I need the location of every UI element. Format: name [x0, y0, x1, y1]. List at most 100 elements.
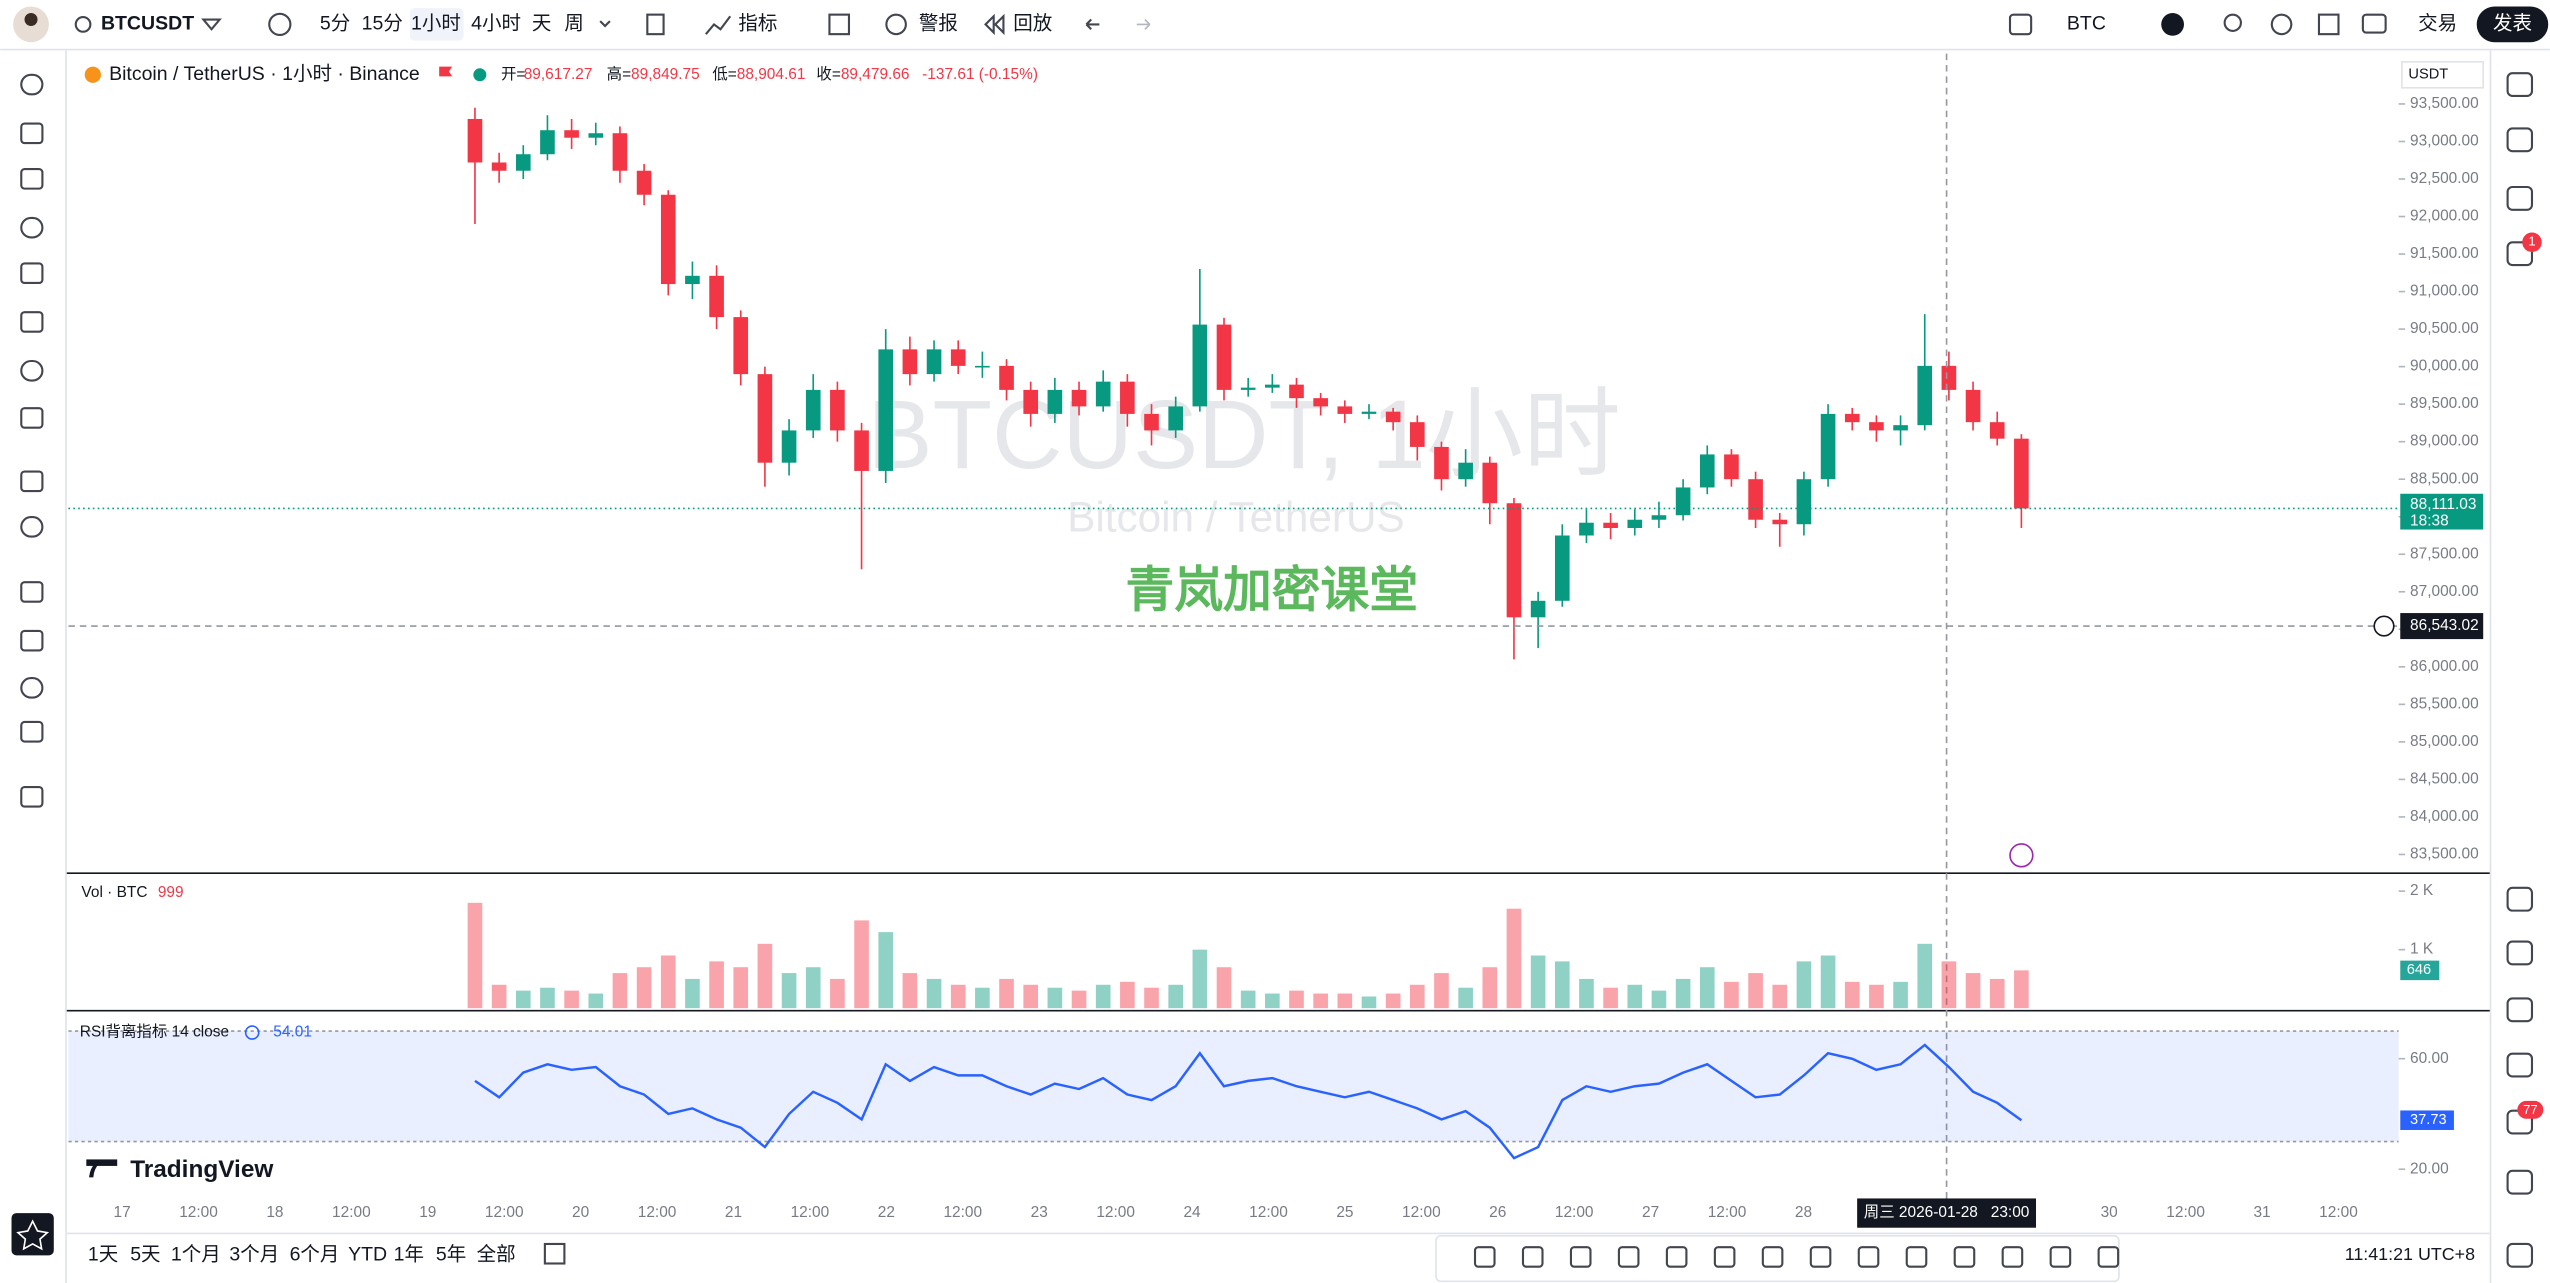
draw-tool[interactable] — [1665, 1246, 1688, 1268]
left-tool[interactable] — [20, 785, 44, 808]
date-range-icon[interactable] — [543, 1242, 566, 1265]
left-tool[interactable] — [20, 516, 44, 538]
right-tool[interactable] — [2506, 1169, 2534, 1195]
draw-tool[interactable] — [1761, 1246, 1784, 1268]
replay-icon[interactable] — [984, 13, 1005, 36]
draw-tool[interactable] — [1569, 1246, 1592, 1268]
time-label: 20 — [572, 1204, 589, 1221]
draw-tool[interactable] — [1473, 1246, 1496, 1268]
left-tool[interactable] — [20, 470, 44, 493]
left-tool[interactable] — [20, 168, 44, 190]
fullscreen-box[interactable] — [2008, 13, 2033, 36]
crosshair-add[interactable] — [2373, 615, 2395, 637]
symbol[interactable]: BTCUSDT — [101, 13, 194, 35]
settings-icon[interactable] — [2270, 13, 2293, 36]
right-tool[interactable] — [2506, 1242, 2534, 1268]
publish-button[interactable] — [2476, 6, 2549, 43]
interval[interactable]: 5分 — [320, 13, 350, 35]
interval[interactable]: 4小时 — [471, 13, 521, 35]
indicators[interactable]: 指标 — [738, 13, 777, 35]
range[interactable]: 3个月 — [229, 1244, 279, 1266]
left-tool[interactable] — [20, 122, 44, 145]
tool-icon[interactable] — [2223, 13, 2242, 32]
candle-body — [1120, 381, 1135, 414]
interval[interactable]: 1小时 — [411, 13, 461, 35]
right-tool[interactable] — [2506, 72, 2534, 97]
right-tool[interactable] — [2506, 886, 2534, 912]
right-tool[interactable] — [2506, 185, 2534, 211]
draw-tool[interactable] — [1713, 1246, 1736, 1268]
range[interactable]: 1天 — [88, 1244, 118, 1266]
left-tool[interactable] — [20, 677, 44, 699]
camera-icon[interactable] — [2361, 13, 2387, 34]
left-tool[interactable] — [20, 629, 44, 652]
symbol-menu[interactable] — [201, 18, 222, 31]
draw-tool[interactable] — [2001, 1246, 2024, 1268]
interval[interactable]: 15分 — [362, 13, 403, 35]
interval[interactable]: 周 — [564, 13, 584, 35]
left-tool[interactable] — [20, 262, 44, 284]
draw-tool[interactable] — [1809, 1246, 1832, 1268]
draw-tool[interactable] — [1953, 1246, 1976, 1268]
left-tool[interactable] — [20, 720, 44, 743]
range[interactable]: 1个月 — [171, 1244, 221, 1266]
currency-select[interactable] — [2401, 60, 2485, 89]
right-tool[interactable] — [2506, 1052, 2534, 1078]
chart-type-icon[interactable] — [646, 13, 665, 36]
favorites-button[interactable] — [11, 1213, 54, 1256]
left-tool[interactable] — [20, 73, 44, 96]
range[interactable]: 全部 — [477, 1244, 516, 1266]
broker-icon[interactable] — [2161, 13, 2184, 36]
rsi-band — [68, 1031, 2399, 1142]
draw-tool[interactable] — [2049, 1246, 2072, 1268]
draw-tool[interactable] — [1617, 1246, 1640, 1268]
alert-icon[interactable] — [885, 13, 907, 36]
left-tool[interactable] — [20, 581, 44, 603]
draw-tool[interactable] — [2097, 1246, 2120, 1268]
avatar-face — [24, 13, 38, 27]
candle-body — [1337, 406, 1353, 414]
trade[interactable]: 交易 — [2418, 13, 2457, 35]
range[interactable]: YTD — [348, 1244, 387, 1266]
right-tool[interactable] — [2506, 940, 2534, 966]
volume-bar — [950, 984, 966, 1009]
candle-body — [515, 154, 531, 171]
publish[interactable]: 发表 — [2493, 13, 2532, 35]
search-icon[interactable] — [74, 16, 92, 33]
draw-tool[interactable] — [1521, 1246, 1544, 1268]
draw-tool[interactable] — [1857, 1246, 1880, 1268]
indicator-icon[interactable] — [705, 15, 732, 35]
left-tool[interactable] — [20, 359, 44, 382]
interval-menu[interactable] — [599, 20, 611, 28]
right-tool[interactable] — [2506, 241, 2534, 267]
legend-label: 高= — [607, 65, 631, 83]
left-tool[interactable] — [20, 216, 44, 239]
interval[interactable]: 天 — [532, 13, 552, 35]
currency[interactable]: BTC — [2067, 13, 2106, 35]
right-tool[interactable] — [2506, 997, 2534, 1023]
range[interactable]: 5天 — [130, 1244, 160, 1266]
layout-icon[interactable] — [828, 13, 851, 36]
expand-icon[interactable] — [2317, 13, 2340, 36]
left-tool[interactable] — [20, 407, 44, 429]
rsi-icon[interactable] — [244, 1025, 260, 1040]
replay[interactable]: 回放 — [1013, 13, 1052, 35]
price-tick-label: 86,000.00 — [2410, 658, 2479, 675]
alert[interactable]: 警报 — [919, 13, 958, 35]
price-currency[interactable]: USDT — [2408, 67, 2448, 83]
time-label: 19 — [419, 1204, 436, 1221]
candle-body — [1627, 519, 1643, 528]
range[interactable]: 5年 — [436, 1244, 466, 1266]
undo[interactable] — [1085, 18, 1100, 31]
alerts-badge: 77 — [2523, 1102, 2537, 1117]
redo[interactable] — [1136, 18, 1151, 30]
compare-icon[interactable] — [268, 12, 292, 37]
flag[interactable] — [439, 66, 453, 77]
range[interactable]: 1年 — [394, 1244, 424, 1266]
event-icon[interactable] — [2009, 843, 2034, 868]
left-tool[interactable] — [20, 311, 44, 333]
right-tool[interactable] — [2506, 127, 2534, 153]
draw-tool[interactable] — [1905, 1246, 1928, 1268]
range[interactable]: 6个月 — [290, 1244, 340, 1266]
chat-badge: 1 — [2528, 234, 2535, 249]
